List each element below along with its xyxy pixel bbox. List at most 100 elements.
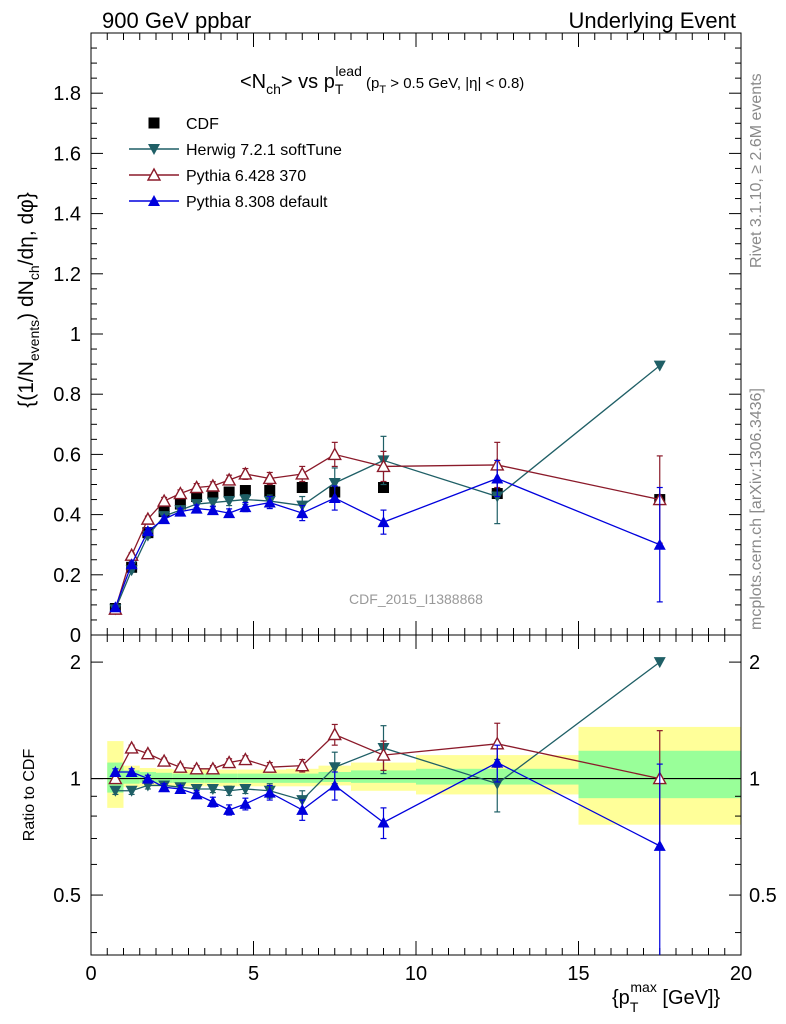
series-pythia-6-428-370: [108, 441, 667, 615]
data-point: [328, 762, 341, 774]
data-point: [173, 486, 188, 500]
data-point: [295, 758, 310, 772]
data-point: [238, 466, 253, 480]
data-point: [328, 477, 341, 489]
data-point: [239, 797, 252, 809]
series-pythia-8-308-default: [109, 744, 666, 955]
data-point: [296, 507, 309, 519]
y-tick-label: 0.6: [53, 444, 81, 466]
data-point: [174, 782, 187, 794]
y-tick-label-right: 0.5: [749, 885, 777, 907]
data-point: [158, 781, 171, 793]
data-point: [264, 485, 276, 497]
data-point: [238, 752, 253, 766]
data-point: [124, 740, 139, 754]
legend-label: CDF: [186, 116, 219, 133]
y-tick-label-right: 1: [749, 769, 760, 791]
data-point: [223, 496, 236, 508]
data-point: [295, 466, 310, 480]
data-point: [376, 747, 391, 761]
data-point: [377, 816, 390, 828]
analysis-watermark: CDF_2015_I1388868: [349, 591, 483, 607]
data-point: [174, 505, 187, 517]
data-point: [108, 771, 123, 785]
y-tick-label: 0: [70, 625, 81, 647]
data-point: [327, 727, 342, 741]
data-point: [263, 496, 276, 508]
data-point: [296, 803, 309, 815]
data-point: [141, 772, 154, 784]
data-point: [239, 485, 251, 497]
legend-marker: [146, 167, 162, 181]
y-tick-label: 0.8: [53, 384, 81, 406]
data-point: [189, 761, 204, 775]
data-point: [491, 472, 504, 484]
y-tick-label: 0.2: [53, 565, 81, 587]
data-point: [223, 486, 235, 498]
data-point: [378, 482, 389, 494]
data-point: [653, 657, 666, 669]
y-tick-label: 0.4: [53, 505, 81, 527]
data-point: [239, 783, 252, 795]
data-point: [190, 502, 203, 514]
series-line: [114, 453, 660, 610]
x-tick-label: 0: [85, 963, 96, 985]
y-tick-label: 1: [70, 324, 81, 346]
data-point: [206, 497, 219, 509]
data-point: [140, 511, 156, 525]
data-point: [653, 360, 666, 372]
y-tick-label-right: 2: [749, 652, 760, 674]
data-point: [221, 472, 237, 486]
data-point: [141, 525, 154, 537]
data-point: [327, 446, 342, 461]
y-axis-label: {(1/Nevents) dNch/dη, dφ}: [15, 192, 42, 408]
uncertainty-band-inner: [156, 772, 173, 783]
data-point: [207, 488, 219, 500]
data-point: [125, 785, 138, 797]
y-tick-label: 1.4: [53, 204, 81, 226]
data-point: [109, 765, 122, 777]
uncertainty-band-inner: [351, 770, 416, 783]
x-tick-label: 15: [567, 963, 589, 985]
data-point: [206, 504, 219, 516]
y-tick-label: 0.5: [53, 885, 81, 907]
data-point: [206, 795, 219, 807]
legend-label: Pythia 6.428 370: [186, 168, 306, 185]
header-right: Underlying Event: [568, 8, 736, 33]
x-tick-label: 10: [405, 963, 427, 985]
legend-marker: [148, 195, 160, 206]
data-point: [205, 478, 221, 492]
y-tick-label: 1.6: [53, 143, 81, 165]
data-point: [109, 601, 122, 613]
data-point: [491, 756, 504, 768]
data-point: [156, 753, 172, 767]
header-left: 900 GeV ppbar: [102, 8, 252, 33]
series-pythia-8-308-default: [109, 459, 666, 613]
data-point: [376, 458, 391, 473]
data-point: [223, 785, 236, 797]
data-point: [156, 493, 172, 507]
data-point: [173, 759, 188, 773]
data-point: [206, 783, 219, 795]
legend-label: Pythia 8.308 default: [186, 194, 328, 211]
data-point: [653, 839, 666, 851]
data-point: [262, 759, 277, 773]
legend: CDF Herwig 7.2.1 softTune Pythia 6.428 370…: [129, 116, 342, 211]
data-point: [125, 765, 138, 777]
data-point: [223, 803, 236, 815]
data-point: [125, 558, 138, 570]
data-point: [189, 480, 204, 494]
legend-marker: [148, 144, 160, 155]
chart-title: <Nch> vs pTlead (pT > 0.5 GeV, |η| < 0.8…: [240, 63, 524, 97]
data-point: [296, 482, 308, 494]
data-point: [328, 492, 341, 504]
data-point: [239, 501, 252, 513]
series-pythia-6-428-370: [108, 722, 667, 847]
data-point: [190, 788, 203, 800]
data-point: [377, 516, 390, 528]
y-tick-label: 1: [70, 769, 81, 791]
data-point: [262, 471, 277, 485]
data-point: [223, 507, 236, 519]
